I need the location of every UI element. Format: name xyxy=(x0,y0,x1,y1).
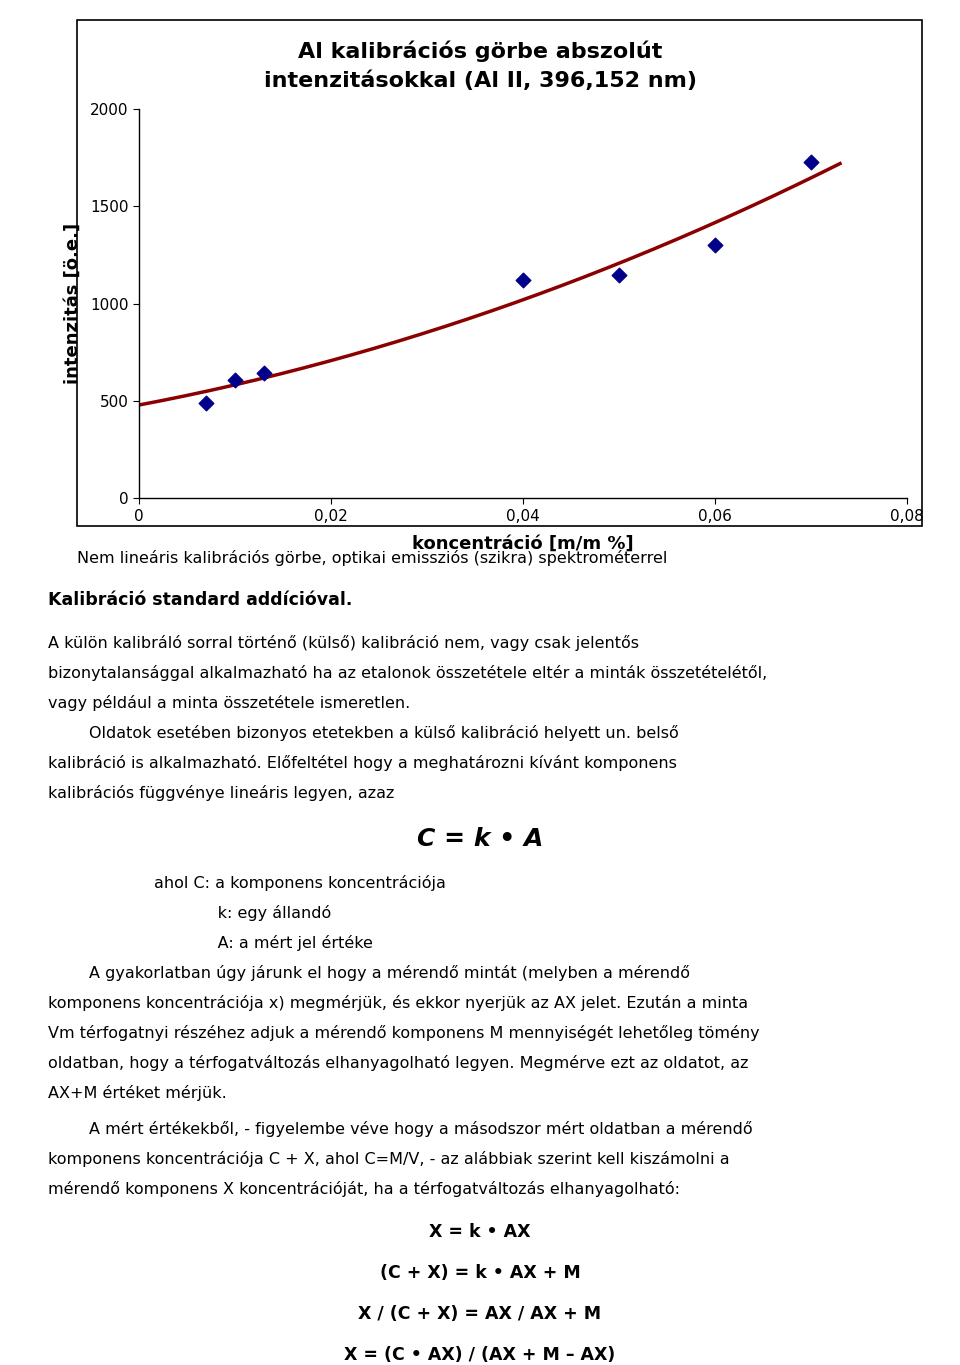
Text: k: egy állandó: k: egy állandó xyxy=(192,905,331,921)
Point xyxy=(612,263,627,285)
Text: Nem lineáris kalibrációs görbe, optikai emissziós (szikra) spektrométerrel: Nem lineáris kalibrációs görbe, optikai … xyxy=(77,550,667,566)
Text: intenzitásokkal (Al II, 396,152 nm): intenzitásokkal (Al II, 396,152 nm) xyxy=(263,71,697,91)
Text: kalibrációs függvénye lineáris legyen, azaz: kalibrációs függvénye lineáris legyen, a… xyxy=(48,785,395,801)
Point xyxy=(256,362,272,384)
Point xyxy=(199,392,214,414)
Point xyxy=(516,269,531,291)
Point xyxy=(804,150,819,172)
Text: Kalibráció standard addícióval.: Kalibráció standard addícióval. xyxy=(48,591,352,609)
X-axis label: koncentráció [m/m %]: koncentráció [m/m %] xyxy=(413,535,634,553)
Text: vagy például a minta összetétele ismeretlen.: vagy például a minta összetétele ismeret… xyxy=(48,695,410,711)
Text: (C + X) = k • AX + M: (C + X) = k • AX + M xyxy=(379,1264,581,1282)
Point xyxy=(708,235,723,257)
Text: X = (C • AX) / (AX + M – AX): X = (C • AX) / (AX + M – AX) xyxy=(345,1346,615,1364)
Text: mérendő komponens X koncentrációját, ha a térfogatváltozás elhanyagolható:: mérendő komponens X koncentrációját, ha … xyxy=(48,1181,680,1197)
Text: komponens koncentrációja x) megmérjük, és ekkor nyerjük az AX jelet. Ezután a mi: komponens koncentrációja x) megmérjük, é… xyxy=(48,995,748,1011)
Text: Al kalibrációs görbe abszolút: Al kalibrációs görbe abszolút xyxy=(298,41,662,63)
Point xyxy=(228,369,243,390)
Text: X = k • AX: X = k • AX xyxy=(429,1223,531,1241)
Text: Oldatok esetében bizonyos etetekben a külső kalibráció helyett un. belső: Oldatok esetében bizonyos etetekben a kü… xyxy=(48,725,679,741)
Text: A mért értékekből, - figyelembe véve hogy a másodszor mért oldatban a mérendő: A mért értékekből, - figyelembe véve hog… xyxy=(48,1121,753,1137)
Text: A külön kalibráló sorral történő (külső) kalibráció nem, vagy csak jelentős: A külön kalibráló sorral történő (külső)… xyxy=(48,635,639,651)
Text: ahol C: a komponens koncentrációja: ahol C: a komponens koncentrációja xyxy=(154,875,445,891)
Text: Vm térfogatnyi részéhez adjuk a mérendő komponens M mennyiségét lehetőleg tömény: Vm térfogatnyi részéhez adjuk a mérendő … xyxy=(48,1025,759,1041)
Text: kalibráció is alkalmazható. Előfeltétel hogy a meghatározni kívánt komponens: kalibráció is alkalmazható. Előfeltétel … xyxy=(48,755,677,771)
Text: A: a mért jel értéke: A: a mért jel értéke xyxy=(192,935,372,951)
Text: X / (C + X) = AX / AX + M: X / (C + X) = AX / AX + M xyxy=(358,1305,602,1323)
Y-axis label: intenzitás [ö.e.]: intenzitás [ö.e.] xyxy=(64,222,82,385)
Text: komponens koncentrációja C + X, ahol C=M/V, - az alábbiak szerint kell kiszámoln: komponens koncentrációja C + X, ahol C=M… xyxy=(48,1151,730,1167)
Text: A gyakorlatban úgy járunk el hogy a mérendő mintát (melyben a mérendő: A gyakorlatban úgy járunk el hogy a mére… xyxy=(48,965,690,981)
Text: oldatban, hogy a térfogatváltozás elhanyagolható legyen. Megmérve ezt az oldatot: oldatban, hogy a térfogatváltozás elhany… xyxy=(48,1055,749,1072)
Text: AX+M értéket mérjük.: AX+M értéket mérjük. xyxy=(48,1085,227,1102)
Text: C = k • A: C = k • A xyxy=(417,827,543,850)
Text: bizonytalansággal alkalmazható ha az etalonok összetétele eltér a minták összeté: bizonytalansággal alkalmazható ha az eta… xyxy=(48,665,767,681)
